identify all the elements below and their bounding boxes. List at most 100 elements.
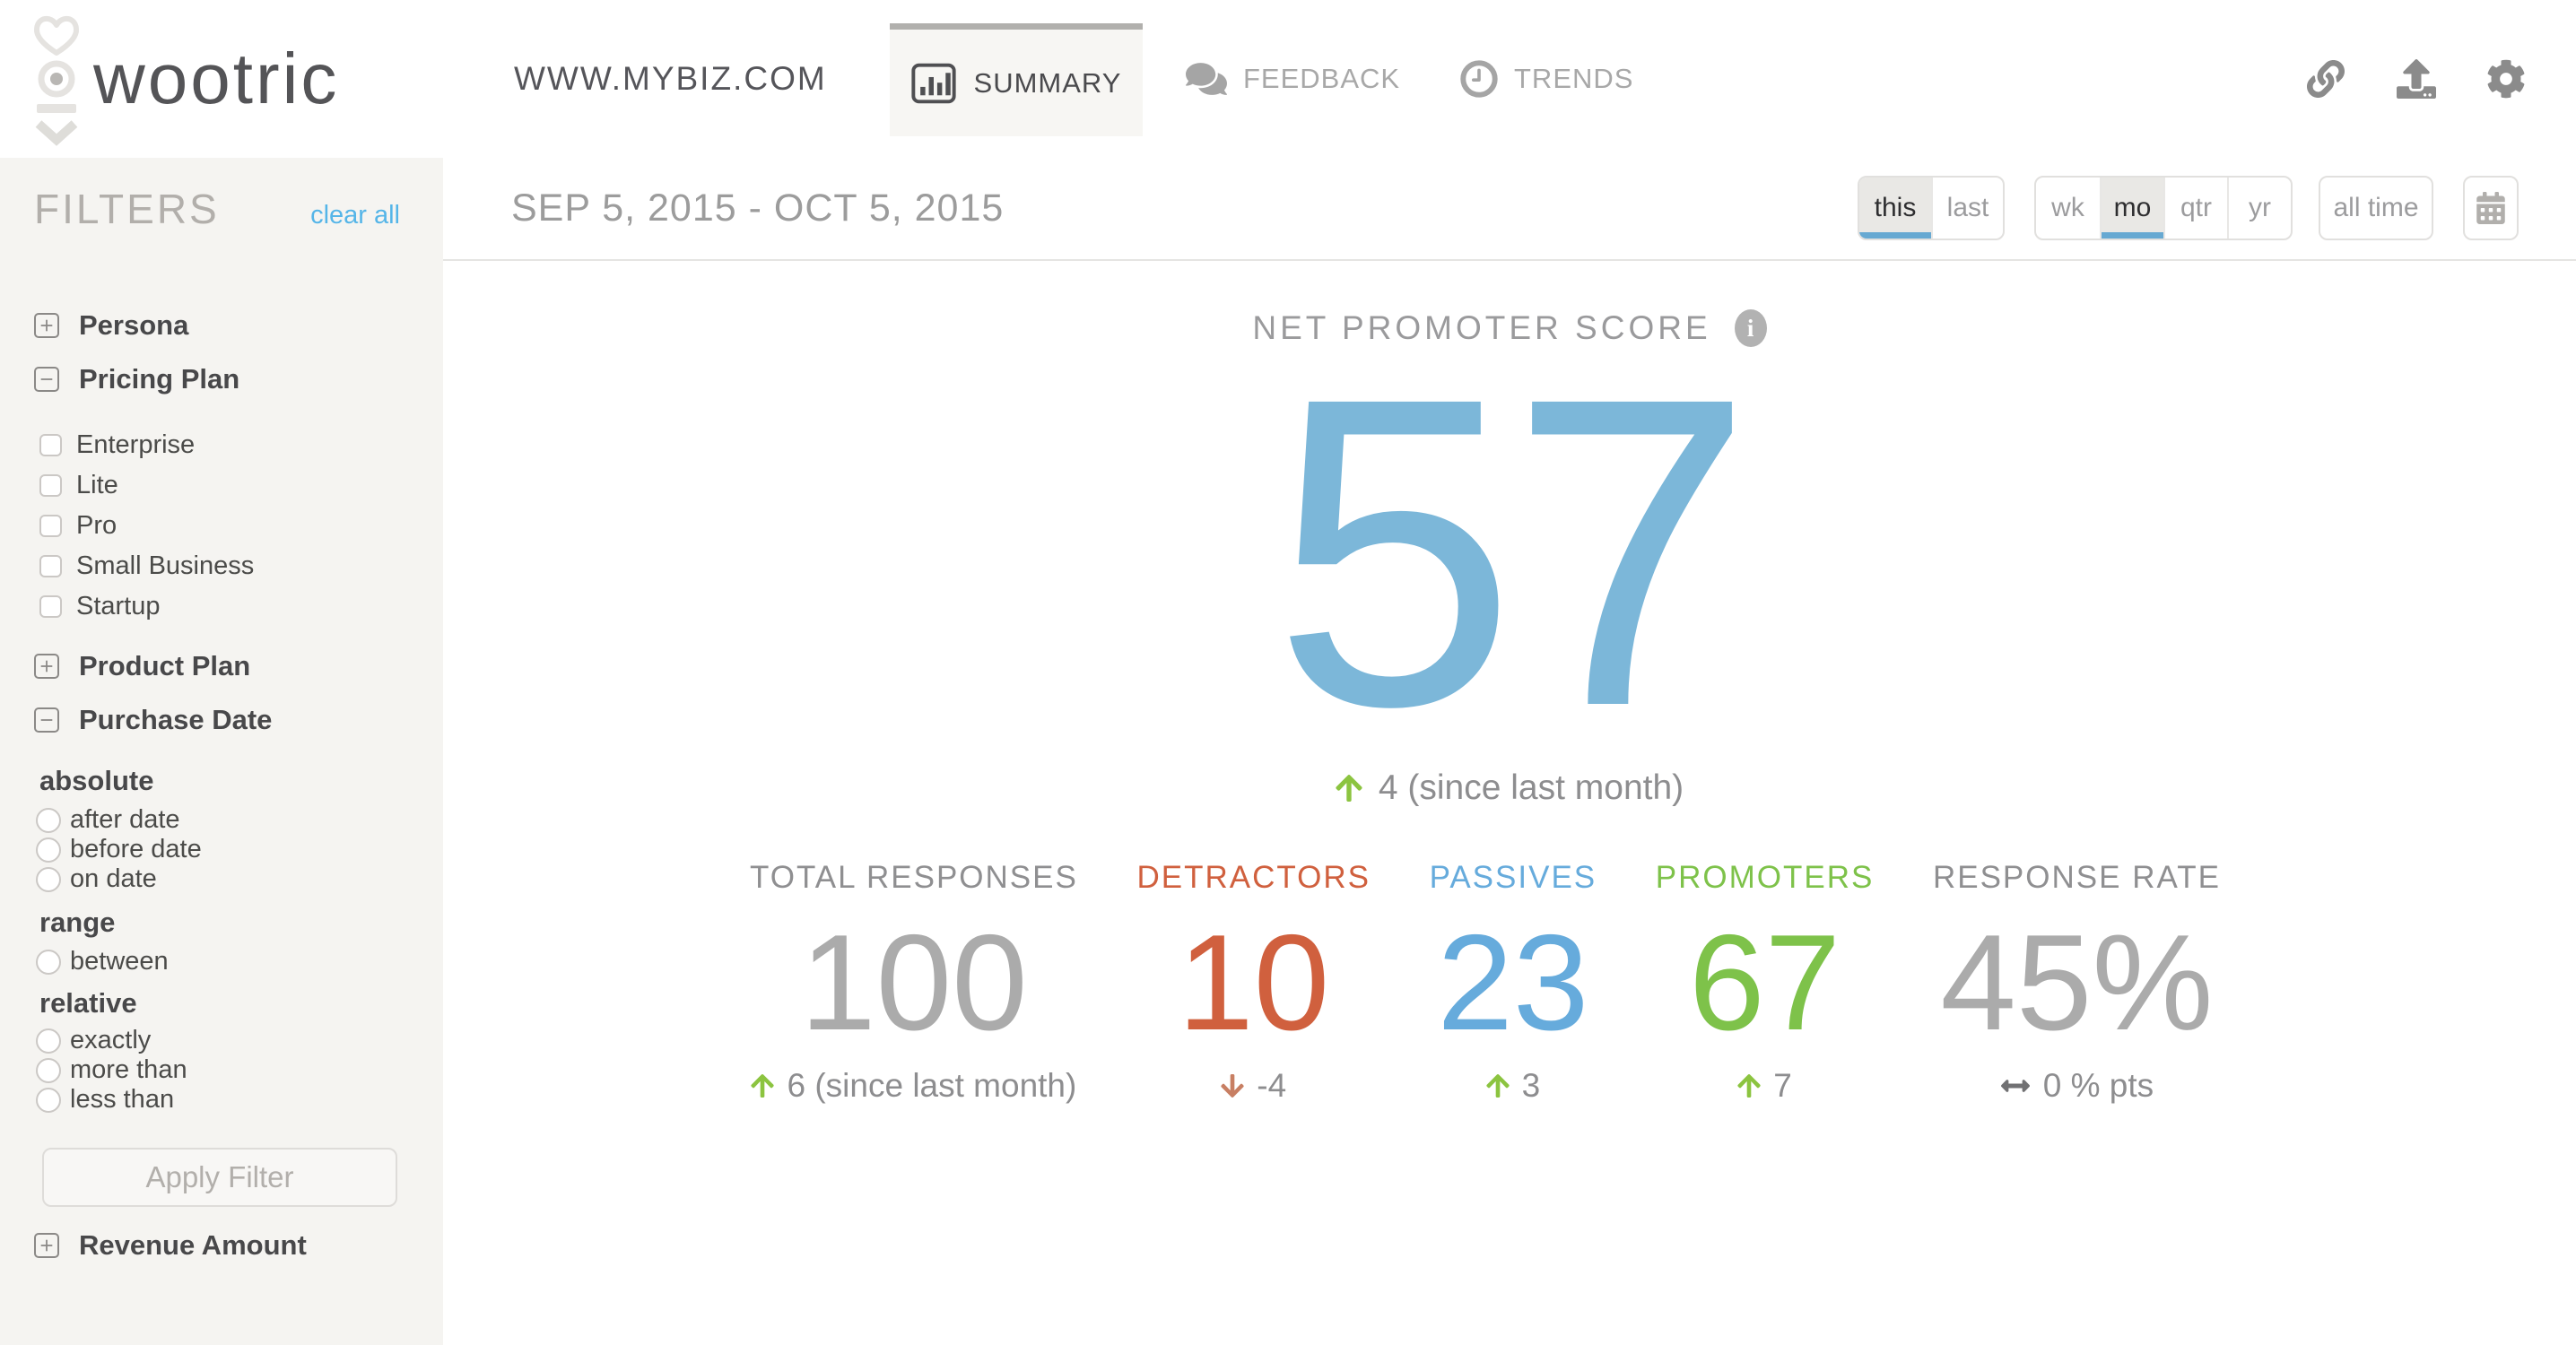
period-toggle: wk mo qtr yr (2034, 176, 2293, 240)
arrow-up-icon (751, 1074, 775, 1098)
tab-summary-label: SUMMARY (973, 66, 1122, 99)
arrow-down-icon (1221, 1074, 1244, 1098)
nps-score-value: 57 (1272, 306, 1754, 797)
checkbox-row-lite[interactable]: Lite (39, 465, 425, 506)
nps-delta: 4 (since last month) (443, 768, 2576, 808)
filters-title: FILTERS (34, 186, 220, 232)
stat-delta-text: 6 (since last month) (787, 1067, 1077, 1105)
checkbox-row-enterprise[interactable]: Enterprise (39, 425, 425, 465)
period-qtr-button[interactable]: qtr (2163, 178, 2227, 239)
period-mo-button[interactable]: mo (2100, 178, 2163, 239)
radio-button[interactable] (36, 949, 61, 975)
filter-section-purchase-date[interactable]: Purchase Date (34, 704, 272, 735)
radio-row-more-than[interactable]: more than (36, 1055, 425, 1085)
upload-icon[interactable] (2397, 59, 2436, 99)
stat-delta-text: -4 (1257, 1067, 1287, 1105)
radio-button[interactable] (36, 1057, 61, 1083)
link-icon[interactable] (2305, 60, 2346, 98)
brand-name: wootric (93, 39, 340, 118)
radio-button[interactable] (36, 807, 61, 833)
relative-options: exactly more than less than (36, 1026, 425, 1115)
date-toolbar: SEP 5, 2015 - OCT 5, 2015 this last wk m… (443, 158, 2576, 261)
collapse-icon[interactable] (34, 707, 59, 733)
header-actions (2305, 0, 2526, 158)
checkbox[interactable] (39, 555, 62, 577)
stat-passives: PASSIVES 23 3 (1430, 860, 1597, 1105)
stats-row: TOTAL RESPONSES 100 6 (since last month)… (750, 860, 2221, 1105)
radio-button[interactable] (36, 837, 61, 863)
radio-row-after-date[interactable]: after date (36, 805, 425, 835)
expand-icon[interactable] (34, 1233, 59, 1258)
stat-value: 45% (1940, 907, 2214, 1059)
expand-icon[interactable] (34, 654, 59, 679)
pricing-plan-options: Enterprise Lite Pro Small Business Start… (39, 425, 425, 627)
time-controls: this last wk mo qtr yr all time (1858, 176, 2519, 240)
subhead-range: range (39, 907, 116, 938)
tab-trends-label: TRENDS (1514, 63, 1634, 94)
checkbox[interactable] (39, 434, 62, 456)
tab-feedback[interactable]: FEEDBACK (1186, 0, 1400, 158)
tab-summary[interactable]: SUMMARY (890, 23, 1143, 136)
stat-delta-text: 7 (1773, 1067, 1792, 1105)
checkbox[interactable] (39, 595, 62, 618)
radio-row-between[interactable]: between (36, 947, 425, 976)
stat-label: PASSIVES (1429, 860, 1597, 895)
section-label: Product Plan (79, 650, 251, 681)
radio-button[interactable] (36, 1028, 61, 1054)
stat-label: PROMOTERS (1655, 860, 1875, 895)
radio-row-less-than[interactable]: less than (36, 1085, 425, 1115)
radio-button[interactable] (36, 866, 61, 892)
subhead-relative: relative (39, 987, 137, 1019)
gear-icon[interactable] (2486, 59, 2526, 99)
filter-section-persona[interactable]: Persona (34, 309, 188, 341)
checkbox-row-pro[interactable]: Pro (39, 506, 425, 546)
site-name: WWW.MYBIZ.COM (514, 60, 827, 97)
clear-all-link[interactable]: clear all (310, 201, 400, 230)
radio-button[interactable] (36, 1087, 61, 1113)
stat-total-responses: TOTAL RESPONSES 100 6 (since last month) (750, 860, 1078, 1105)
stat-value: 67 (1689, 907, 1841, 1059)
period-wk-button[interactable]: wk (2051, 193, 2084, 222)
stat-response-rate: RESPONSE RATE 45% 0 % pts (1933, 860, 2221, 1105)
tab-trends[interactable]: TRENDS (1460, 0, 1633, 158)
stat-delta-text: 0 % pts (2042, 1067, 2154, 1105)
scope-this-button[interactable]: this (1859, 178, 1931, 239)
wootric-logo-icon (30, 11, 83, 149)
arrow-left-right-icon (2000, 1080, 2030, 1093)
stat-delta-text: 3 (1521, 1067, 1541, 1105)
calendar-button[interactable] (2463, 176, 2519, 240)
stat-value: 23 (1437, 907, 1589, 1059)
date-range-heading: SEP 5, 2015 - OCT 5, 2015 (511, 187, 1005, 230)
apply-filter-button[interactable]: Apply Filter (42, 1148, 397, 1207)
top-header: wootric WWW.MYBIZ.COM SUMMARY FEEDBACK (0, 0, 2576, 158)
bar-chart-icon (910, 63, 956, 103)
filter-section-pricing-plan[interactable]: Pricing Plan (34, 363, 239, 395)
radio-row-exactly[interactable]: exactly (36, 1026, 425, 1055)
filters-sidebar: FILTERS clear all Persona Pricing Plan E… (0, 158, 443, 1345)
arrow-up-icon (1336, 774, 1362, 802)
filter-section-product-plan[interactable]: Product Plan (34, 650, 251, 681)
stat-label: DETRACTORS (1136, 860, 1371, 895)
checkbox[interactable] (39, 515, 62, 537)
info-icon[interactable]: i (1734, 309, 1767, 347)
scope-toggle: this last (1858, 176, 2005, 240)
period-yr-button[interactable]: yr (2227, 178, 2291, 239)
radio-row-on-date[interactable]: on date (36, 864, 425, 894)
subhead-absolute: absolute (39, 765, 154, 796)
tab-feedback-label: FEEDBACK (1243, 63, 1401, 94)
checkbox[interactable] (39, 474, 62, 497)
radio-row-before-date[interactable]: before date (36, 835, 425, 864)
collapse-icon[interactable] (34, 367, 59, 392)
stat-value: 100 (800, 907, 1028, 1059)
section-label: Revenue Amount (79, 1229, 307, 1261)
scope-last-button[interactable]: last (1931, 178, 2003, 239)
filter-section-revenue-amount[interactable]: Revenue Amount (34, 1229, 307, 1261)
expand-icon[interactable] (34, 313, 59, 338)
stat-detractors: DETRACTORS 10 -4 (1136, 860, 1371, 1105)
checkbox-row-startup[interactable]: Startup (39, 586, 425, 627)
checkbox-row-small-business[interactable]: Small Business (39, 546, 425, 586)
arrow-up-icon (1485, 1074, 1510, 1098)
stat-label: TOTAL RESPONSES (750, 860, 1078, 895)
all-time-button[interactable]: all time (2319, 176, 2433, 240)
